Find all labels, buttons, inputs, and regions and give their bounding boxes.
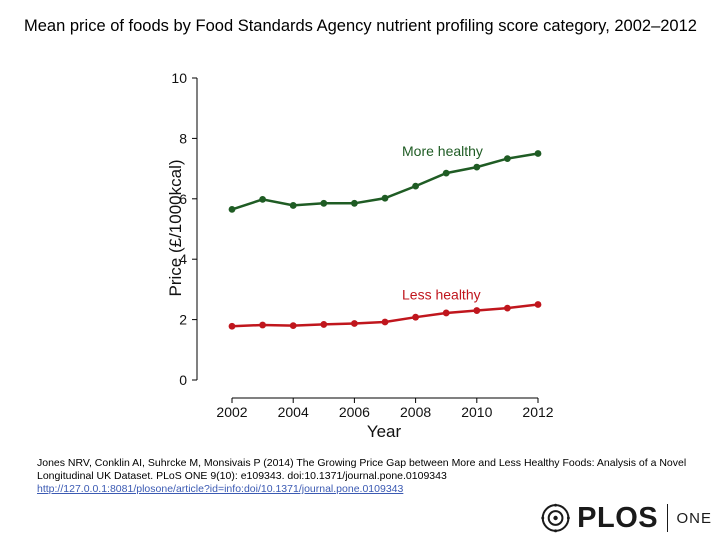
citation-link[interactable]: http://127.0.0.1:8081/plosone/article?id… bbox=[37, 483, 404, 495]
slide-title: Mean price of foods by Food Standards Ag… bbox=[24, 17, 697, 35]
y-tick-label: 0 bbox=[179, 372, 187, 388]
data-point bbox=[381, 194, 389, 202]
data-point bbox=[534, 150, 542, 157]
y-axis-title: Price (£/1000kcal) bbox=[166, 159, 185, 296]
plos-one-label: ONE bbox=[676, 509, 712, 527]
plos-logo-icon bbox=[541, 503, 570, 533]
x-tick-label: 2002 bbox=[216, 404, 247, 420]
data-point bbox=[473, 163, 481, 171]
data-point bbox=[534, 301, 542, 308]
data-point bbox=[259, 196, 266, 203]
data-point bbox=[320, 321, 328, 328]
data-point bbox=[442, 169, 450, 177]
citation-text: Jones NRV, Conklin AI, Suhrcke M, Monsiv… bbox=[37, 457, 687, 482]
data-point bbox=[228, 322, 236, 330]
x-tick-label: 2012 bbox=[522, 404, 553, 420]
data-point bbox=[320, 199, 328, 207]
data-point bbox=[289, 322, 297, 330]
y-axis-ticks: 0 2 4 6 8 10 bbox=[171, 70, 197, 388]
series-label-less-healthy: Less healthy bbox=[402, 287, 481, 303]
y-tick-label: 6 bbox=[179, 191, 187, 207]
data-point bbox=[504, 155, 511, 163]
y-tick-label: 10 bbox=[171, 70, 187, 86]
plos-divider bbox=[667, 504, 669, 532]
price-line-chart: 0 2 4 6 8 10 2002 2004 2006 2008 2010 2012 Year Pr… bbox=[166, 70, 554, 441]
y-tick-label: 4 bbox=[179, 251, 187, 267]
data-point bbox=[289, 202, 297, 209]
data-point bbox=[473, 307, 481, 314]
x-axis-title: Year bbox=[367, 422, 402, 441]
data-point bbox=[504, 304, 511, 312]
citation: Jones NRV, Conklin AI, Suhrcke M, Monsiv… bbox=[37, 457, 687, 496]
data-point bbox=[442, 309, 450, 317]
y-tick-label: 8 bbox=[179, 130, 187, 146]
data-point bbox=[351, 199, 358, 207]
plos-logo: PLOS ONE bbox=[540, 496, 712, 540]
x-tick-label: 2004 bbox=[278, 404, 309, 420]
data-point bbox=[228, 205, 236, 213]
series-less-healthy: Less healthy bbox=[228, 287, 542, 330]
series-more-healthy: More healthy bbox=[228, 143, 542, 213]
series-label-more-healthy: More healthy bbox=[402, 143, 483, 159]
x-tick-label: 2010 bbox=[461, 404, 492, 420]
plos-wordmark: PLOS bbox=[577, 501, 659, 534]
x-axis-ticks: 2002 2004 2006 2008 2010 2012 bbox=[216, 398, 554, 420]
x-tick-label: 2008 bbox=[400, 404, 431, 420]
data-point bbox=[412, 182, 419, 190]
data-point bbox=[381, 318, 389, 326]
data-point bbox=[412, 313, 419, 321]
data-point bbox=[259, 321, 266, 329]
series-layer: More healthy Less healthy bbox=[228, 143, 542, 330]
x-tick-label: 2006 bbox=[339, 404, 370, 420]
y-tick-label: 2 bbox=[179, 312, 187, 328]
data-point bbox=[351, 320, 358, 327]
